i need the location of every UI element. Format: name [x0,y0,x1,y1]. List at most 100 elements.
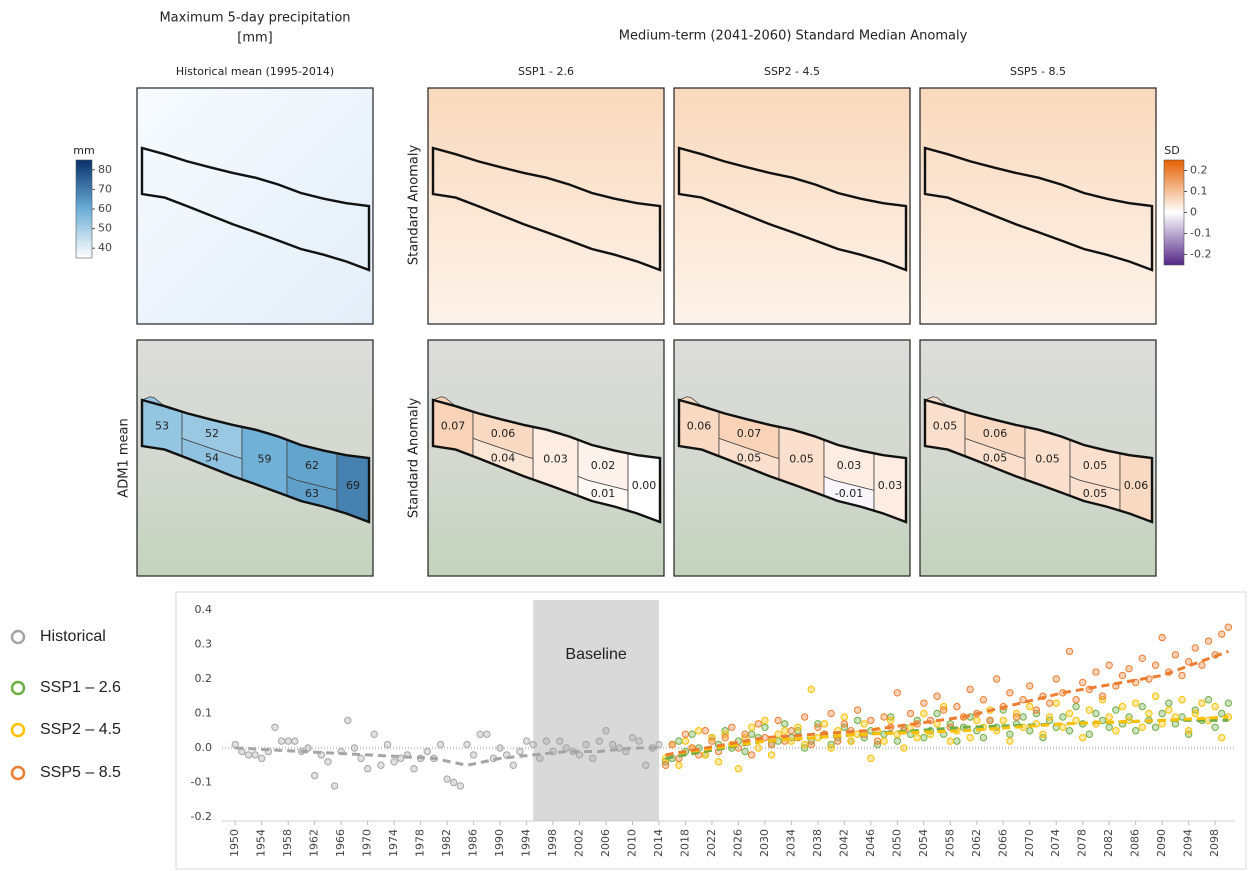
region-label: 0.05 [1083,487,1108,500]
point [1059,713,1067,721]
point [529,740,537,749]
point [992,675,1001,683]
point [986,716,994,725]
colorbar-title: mm [73,144,94,157]
x-tick-label: 1950 [228,829,241,857]
point [377,761,385,769]
point [741,747,749,756]
chart-frame [175,591,1247,870]
x-tick-label: 2034 [784,829,797,857]
legend-label: SSP5 – 8.5 [40,764,121,781]
point [655,740,663,749]
point [1211,702,1219,711]
point [635,737,643,745]
region-label: -0.01 [835,487,863,500]
point [1079,678,1087,687]
point [1204,637,1213,645]
region-label: 0.03 [878,479,903,492]
point [344,716,352,725]
point [1012,713,1021,721]
y-tick-label: 0.1 [195,707,213,720]
point [721,733,729,742]
point [1224,699,1233,707]
x-tick-label: 2018 [678,829,691,857]
point [966,733,974,742]
point [1092,668,1100,676]
annotation: Baseline [565,646,626,663]
point [1118,671,1127,680]
colorbar-title: SD [1164,144,1179,157]
point [1052,675,1060,683]
region-label: 69 [346,479,360,492]
point [953,702,961,711]
panel-title: SSP1 - 2.6 [518,65,574,78]
legend-marker [10,680,26,696]
point [324,758,332,766]
region-label: 0.01 [591,487,616,500]
x-tick-label: 2074 [1049,829,1062,857]
point [595,737,604,745]
point [900,744,908,752]
point [1218,709,1226,718]
colorbar-sd [1163,159,1185,266]
point [516,747,524,756]
point [840,713,849,721]
x-tick-label: 2046 [864,829,877,857]
point [681,730,690,738]
point [681,737,690,745]
point [1131,727,1140,735]
x-tick-label: 2086 [1129,829,1142,857]
x-tick-label: 2026 [731,829,744,857]
point [536,754,544,763]
point [1105,713,1113,721]
point [469,751,478,759]
point [1045,699,1054,707]
x-tick-label: 2038 [811,829,824,857]
country-outline [140,146,371,272]
x-tick-label: 1990 [493,829,506,857]
region-label: 0.06 [983,427,1008,440]
point [1085,706,1094,714]
map-background [427,87,665,325]
point [1118,702,1127,711]
point [754,720,762,728]
point [1211,723,1219,731]
point [860,720,868,728]
region-label: 0.07 [441,420,466,433]
point [701,727,710,735]
point [443,775,451,783]
point [628,733,637,742]
point [867,716,875,725]
point [1065,727,1074,735]
point [1171,651,1180,659]
x-tick-label: 1986 [467,829,480,857]
region-label: 0.06 [491,427,516,440]
region-label: 0.06 [1124,479,1149,492]
region-label: 0.03 [543,452,568,465]
x-tick-label: 1994 [520,829,533,857]
point [893,689,902,697]
point [244,751,253,759]
region-label: 0.05 [933,420,958,433]
colorbar-label: 60 [98,202,112,215]
country-outline [923,146,1154,272]
point [853,706,862,714]
x-tick-label: 1974 [387,829,400,857]
point [1158,633,1166,642]
point [867,754,875,763]
point [436,740,445,749]
point [695,727,703,735]
point [774,730,782,738]
colorbar-label: 70 [98,182,112,195]
point [608,740,617,749]
point [1151,723,1160,731]
point [920,733,928,742]
point [589,754,597,763]
region-label: 0.06 [687,420,712,433]
point [939,706,948,714]
point [1052,699,1060,707]
point [496,744,504,752]
point [979,733,988,742]
x-tick-label: 2082 [1102,829,1115,857]
